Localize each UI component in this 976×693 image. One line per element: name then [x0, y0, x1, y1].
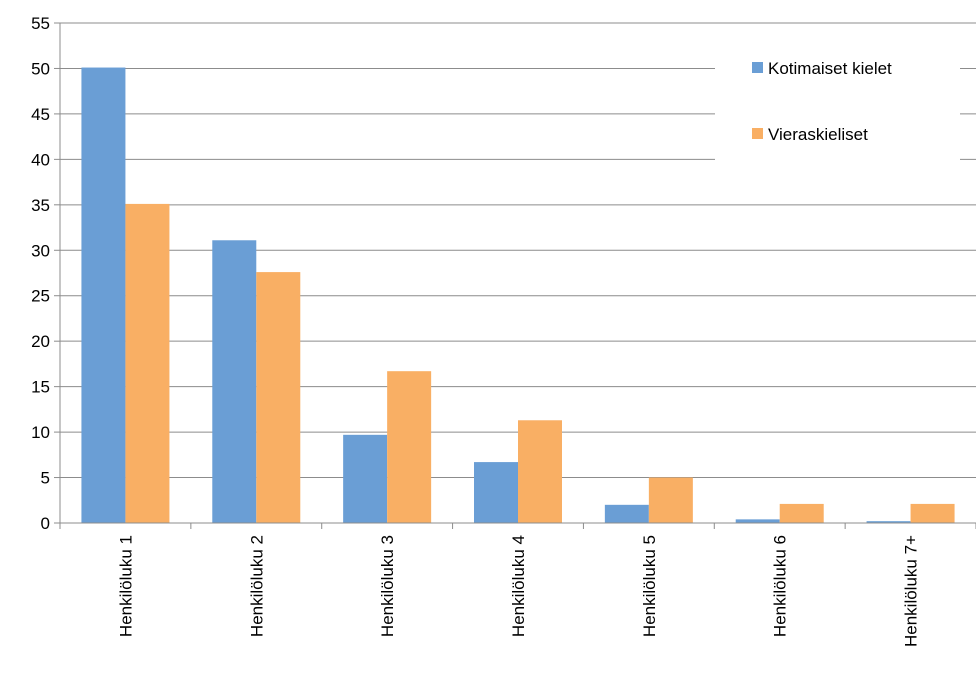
bar-kotimaiset-7: [866, 521, 911, 523]
y-tick-label: 35: [31, 196, 50, 215]
y-tick-label: 55: [31, 14, 50, 33]
y-tick-label: 25: [31, 287, 50, 306]
x-tick-label: Henkilöluku 5: [640, 535, 659, 637]
x-tick-label: Henkilöluku 1: [116, 535, 135, 637]
bar-vieraskieliset-5: [648, 477, 693, 523]
bar-vieraskieliset-6: [779, 503, 824, 523]
y-tick-label: 5: [41, 469, 50, 488]
bars: [81, 67, 955, 524]
x-tick-labels: Henkilöluku 1 Henkilöluku 2 Henkilöluku 3 H…: [116, 535, 920, 647]
legend-label-vieraskieliset: Vieraskieliset: [768, 125, 868, 144]
y-tick-label: 15: [31, 378, 50, 397]
x-tick-label: Henkilöluku 3: [378, 535, 397, 637]
bar-vieraskieliset-7: [910, 503, 955, 523]
bar-kotimaiset-5: [604, 504, 649, 523]
legend-swatch-kotimaiset: [752, 62, 763, 73]
x-tick-label: Henkilöluku 7+: [902, 535, 921, 647]
y-tick-label: 40: [31, 150, 50, 169]
legend-swatch-vieraskieliset: [752, 128, 763, 139]
y-tick-label: 50: [31, 59, 50, 78]
y-tick-label: 45: [31, 105, 50, 124]
y-tick-label: 20: [31, 332, 50, 351]
legend: Kotimaiset kielet Vieraskieliset: [715, 52, 960, 182]
bar-vieraskieliset-4: [518, 420, 562, 523]
bar-kotimaiset-6: [735, 519, 780, 523]
y-tick-label: 30: [31, 241, 50, 260]
bar-vieraskieliset-1: [125, 203, 170, 523]
bar-vieraskieliset-2: [256, 272, 301, 523]
x-tick-label: Henkilöluku 2: [247, 535, 266, 637]
bar-kotimaiset-1: [81, 67, 126, 523]
y-tick-label: 10: [31, 423, 50, 442]
axes: [54, 22, 976, 529]
bar-kotimaiset-3: [343, 434, 388, 523]
x-tick-label: Henkilöluku 6: [771, 535, 790, 637]
y-tick-label: 0: [41, 514, 50, 533]
bar-kotimaiset-2: [212, 240, 257, 524]
legend-background: [715, 52, 960, 182]
x-tick-label: Henkilöluku 4: [509, 535, 528, 637]
y-tick-labels: 0 5 10 15 20 25 30 35 40 45 50 55: [31, 14, 50, 533]
legend-label-kotimaiset: Kotimaiset kielet: [768, 59, 892, 78]
bar-vieraskieliset-3: [387, 371, 432, 523]
bar-kotimaiset-4: [474, 462, 518, 523]
